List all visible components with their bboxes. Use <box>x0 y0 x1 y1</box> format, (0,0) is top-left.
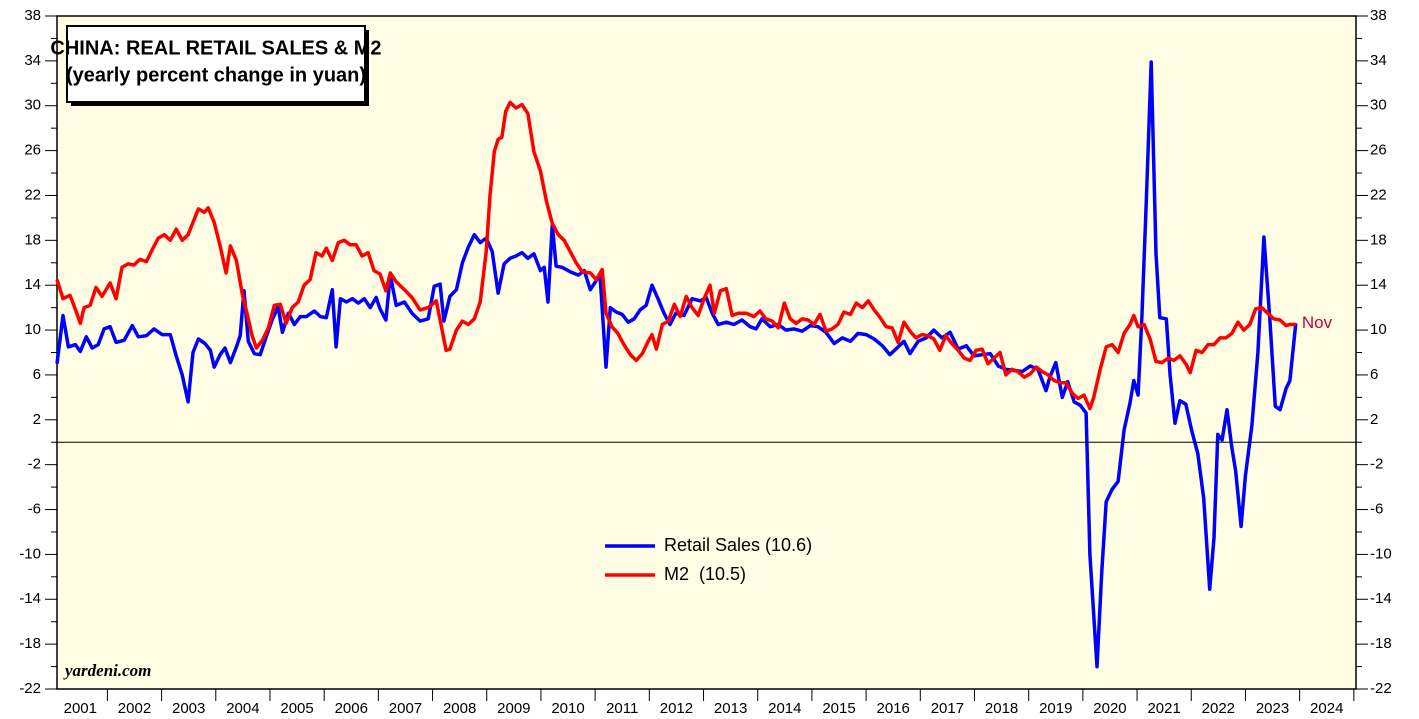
x-tick-label: 2009 <box>497 700 530 717</box>
source-label: yardeni.com <box>63 661 151 680</box>
legend-label: M2 (10.5) <box>664 564 746 584</box>
y-tick-label: -10 <box>19 545 41 562</box>
series-line <box>55 100 1296 411</box>
y-tick-label: -18 <box>19 635 41 652</box>
x-tick-label: 2010 <box>551 700 584 717</box>
y2-tick-label: 14 <box>1370 276 1387 293</box>
x-tick-label: 2012 <box>660 700 693 717</box>
y2-tick-label: 18 <box>1370 231 1387 248</box>
x-tick-label: 2023 <box>1256 700 1289 717</box>
x-tick-label: 2017 <box>931 700 964 717</box>
y2-tick-label: 22 <box>1370 186 1387 203</box>
y-tick-label: 10 <box>24 321 41 338</box>
x-tick-label: 2003 <box>172 700 205 717</box>
y2-tick-label: 10 <box>1370 321 1387 338</box>
x-tick-label: 2021 <box>1147 700 1180 717</box>
y2-tick-label: -6 <box>1370 501 1383 518</box>
x-tick-label: 2024 <box>1310 700 1343 717</box>
y-tick-label: -6 <box>28 501 41 518</box>
y-tick-label: -22 <box>19 680 41 697</box>
x-tick-label: 2014 <box>768 700 801 717</box>
x-tick-label: 2019 <box>1039 700 1072 717</box>
y2-tick-label: 6 <box>1370 366 1378 383</box>
y-tick-label: 2 <box>33 411 41 428</box>
y2-tick-label: 2 <box>1370 411 1378 428</box>
y-tick-label: -14 <box>19 590 41 607</box>
x-tick-label: 2016 <box>877 700 910 717</box>
x-tick-label: 2007 <box>389 700 422 717</box>
y-tick-label: 6 <box>33 366 41 383</box>
x-tick-label: 2018 <box>985 700 1018 717</box>
y2-tick-label: 38 <box>1370 7 1387 24</box>
legend-label: Retail Sales (10.6) <box>664 535 812 555</box>
y-tick-label: 14 <box>24 276 41 293</box>
y-tick-label: 18 <box>24 231 41 248</box>
chart-subtitle: (yearly percent change in yuan) <box>66 64 366 86</box>
end-label: Nov <box>1302 313 1333 332</box>
x-tick-label: 2001 <box>64 700 97 717</box>
x-tick-label: 2013 <box>714 700 747 717</box>
x-tick-label: 2005 <box>280 700 313 717</box>
y-tick-label: 26 <box>24 142 41 159</box>
chart-title: CHINA: REAL RETAIL SALES & M2 <box>50 37 381 59</box>
y2-tick-label: 30 <box>1370 97 1387 114</box>
x-tick-label: 2011 <box>606 700 638 717</box>
y-tick-label: -2 <box>28 456 41 473</box>
x-tick-label: 2002 <box>118 700 151 717</box>
y-tick-label: 34 <box>24 52 41 69</box>
x-tick-label: 2020 <box>1093 700 1126 717</box>
y2-tick-label: -2 <box>1370 456 1383 473</box>
y-tick-label: 22 <box>24 186 41 203</box>
y2-tick-label: -22 <box>1370 680 1392 697</box>
y-tick-label: 30 <box>24 97 41 114</box>
x-tick-label: 2004 <box>226 700 259 717</box>
series-line <box>55 60 1298 669</box>
y2-tick-label: 34 <box>1370 52 1387 69</box>
y2-tick-label: -18 <box>1370 635 1392 652</box>
x-tick-label: 2006 <box>335 700 368 717</box>
y2-tick-label: 26 <box>1370 142 1387 159</box>
y2-tick-label: -14 <box>1370 590 1392 607</box>
y2-tick-label: -10 <box>1370 545 1392 562</box>
x-tick-label: 2022 <box>1202 700 1235 717</box>
title-box <box>66 25 366 103</box>
x-tick-label: 2008 <box>443 700 476 717</box>
y-tick-label: 38 <box>24 7 41 24</box>
x-tick-label: 2015 <box>822 700 855 717</box>
